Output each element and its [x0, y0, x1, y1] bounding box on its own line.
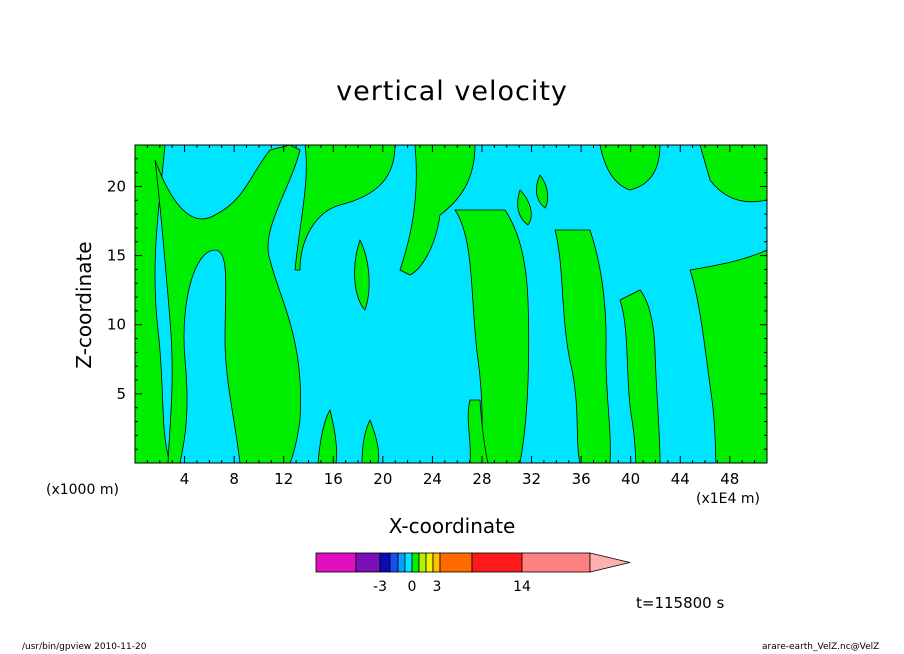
colorbar-segment — [521, 552, 591, 573]
x-tick-label: 16 — [324, 470, 343, 488]
green-band — [399, 145, 476, 276]
green-band — [689, 249, 767, 463]
x-tick-label: 12 — [274, 470, 293, 488]
x-tick-label: 24 — [423, 470, 442, 488]
y-tick-label: 10 — [107, 316, 126, 334]
colorbar-segment — [411, 552, 420, 573]
green-band — [294, 145, 396, 271]
green-band — [535, 174, 549, 209]
colorbar-segment — [397, 552, 406, 573]
green-band — [361, 419, 380, 463]
colorbar-segment — [439, 552, 473, 573]
x-tick-label: 40 — [621, 470, 640, 488]
green-band — [354, 238, 370, 311]
plot-frame — [134, 144, 768, 464]
colorbar-segment — [404, 552, 413, 573]
x-axis-unit-left: (x1000 m) — [46, 482, 119, 498]
colorbar-segment — [432, 552, 441, 573]
footer-command: /usr/bin/gpview 2010-11-20 — [22, 642, 147, 652]
colorbar-segment — [315, 552, 357, 573]
colorbar-arrow — [589, 552, 631, 573]
y-tick-label: 5 — [116, 385, 126, 403]
green-band — [317, 408, 338, 463]
y-tick-label: 15 — [107, 247, 126, 265]
colorbar-tick-label: 14 — [513, 579, 531, 595]
green-band — [454, 209, 530, 463]
velocity-field — [135, 145, 767, 463]
y-tick-labels: 5 10 15 20 — [107, 177, 126, 402]
colorbar-segment — [389, 552, 399, 573]
green-band — [599, 145, 661, 191]
x-tick-label: 36 — [572, 470, 591, 488]
green-band — [154, 145, 302, 463]
y-tick-label: 20 — [107, 177, 126, 195]
colorbar-tick-label: 0 — [408, 579, 417, 595]
colorbar: -3 0 3 14 — [315, 552, 631, 595]
x-tick-label: 32 — [522, 470, 541, 488]
colorbar-segment — [425, 552, 434, 573]
colorbar-segment — [471, 552, 523, 573]
green-band — [517, 189, 532, 226]
x-axis-unit-right: (x1E4 m) — [696, 491, 760, 507]
colorbar-segment — [355, 552, 381, 573]
time-label: t=115800 s — [636, 594, 725, 612]
green-band — [619, 289, 661, 463]
x-tick-labels: 4 8 12 16 20 24 28 32 36 40 44 48 — [180, 470, 740, 488]
x-tick-label: 4 — [180, 470, 190, 488]
colorbar-segment — [379, 552, 391, 573]
colorbar-tick-label: -3 — [373, 579, 387, 595]
green-band — [467, 399, 489, 463]
x-tick-label: 44 — [671, 470, 690, 488]
x-tick-label: 28 — [472, 470, 491, 488]
colorbar-tick-label: 3 — [433, 579, 442, 595]
chart-title: vertical velocity — [336, 76, 568, 107]
footer-dataset: arare-earth_VelZ.nc@VelZ — [762, 642, 880, 652]
x-tick-label: 20 — [373, 470, 392, 488]
colorbar-segment — [418, 552, 427, 573]
x-axis-label: X-coordinate — [388, 514, 516, 538]
x-tick-label: 8 — [229, 470, 239, 488]
x-tick-label: 48 — [720, 470, 739, 488]
